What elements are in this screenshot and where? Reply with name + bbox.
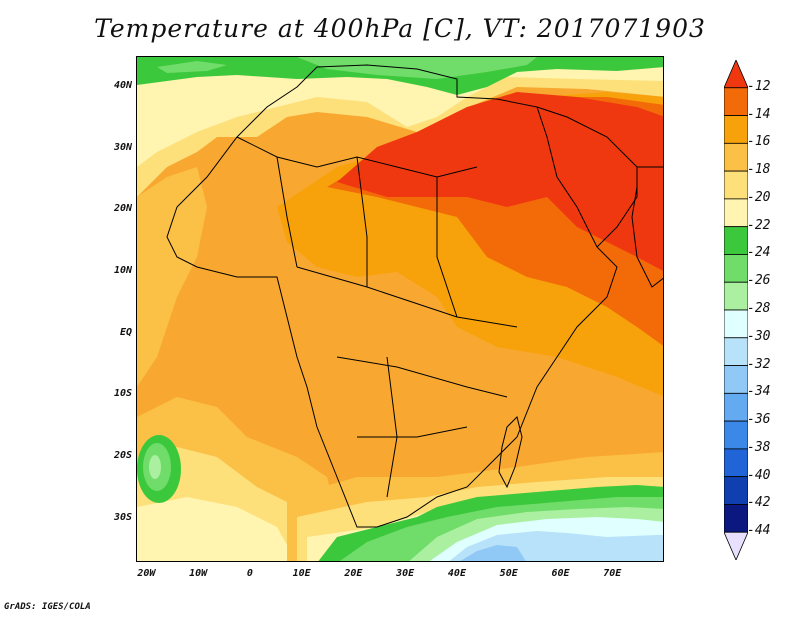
- lon-tick-label: 20E: [344, 568, 363, 579]
- colorbar-level-label: -34: [747, 384, 771, 400]
- lon-tick-label: 30E: [396, 568, 415, 579]
- madagascar-coastline: [498, 416, 523, 489]
- colorbar-level-label: -32: [747, 356, 771, 372]
- lon-tick-label: 70E: [603, 568, 622, 579]
- colorbar-level-label: -16: [747, 134, 771, 150]
- colorbar-swatch: [724, 337, 748, 366]
- region-minus12: [337, 92, 663, 271]
- temperature-contours: [137, 57, 663, 561]
- lat-tick-label: EQ: [119, 326, 132, 338]
- lon-tick-label: 50E: [499, 568, 518, 579]
- colorbar-level-label: -30: [747, 328, 771, 344]
- colorbar-swatch: [724, 281, 748, 311]
- lon-tick-label: 20W: [137, 568, 156, 579]
- band-minus34-south: [460, 545, 526, 561]
- footer-credit: GrADS: IGES/COLA: [4, 602, 91, 612]
- lat-tick-label: 40N: [113, 79, 132, 91]
- border-2: [276, 156, 298, 268]
- band-minus26-north: [297, 57, 537, 79]
- border-6: [336, 356, 508, 398]
- lat-tick-label: 20N: [113, 203, 132, 215]
- colorbar-level-label: -26: [747, 273, 771, 289]
- colorbar-level-label: -44: [747, 523, 771, 539]
- coastlines-and-borders: [166, 64, 663, 528]
- colorbar-swatch: [724, 254, 748, 283]
- colorbar-top-arrow: [724, 60, 748, 89]
- border-4: [436, 177, 458, 318]
- colorbar-level-label: -36: [747, 412, 771, 428]
- colorbar-level-label: -14: [747, 106, 771, 122]
- lat-tick-label: 30N: [113, 141, 132, 153]
- colorbar-swatch: [724, 365, 748, 394]
- africa-coastline: [166, 64, 618, 528]
- colorbar-swatch: [724, 420, 748, 450]
- lon-tick-label: 60E: [551, 568, 570, 579]
- colorbar-swatches: [724, 60, 748, 560]
- colorbar-level-label: -28: [747, 301, 771, 316]
- colorbar-swatch: [724, 170, 748, 200]
- colorbar-level-label: -22: [747, 217, 771, 233]
- colorbar-swatch: [724, 392, 748, 422]
- colorbar-swatch: [724, 198, 748, 228]
- colorbar-level-label: -20: [747, 189, 771, 205]
- colorbar-level-label: -12: [747, 78, 771, 94]
- colorbar-level-label: -42: [747, 495, 771, 511]
- chart-title: Temperature at 400hPa [C], VT: 201707190…: [94, 14, 706, 43]
- colorbar-swatch: [724, 448, 748, 478]
- colorbar-level-label: -24: [747, 245, 771, 261]
- colorbar-level-label: -38: [747, 439, 771, 455]
- lon-tick-label: 40E: [447, 568, 466, 579]
- border-3: [356, 156, 368, 287]
- border-8: [386, 356, 398, 498]
- region-minus18-west: [137, 167, 207, 387]
- colorbar-swatch: [724, 226, 748, 255]
- band-minus22-north: [137, 57, 663, 167]
- lat-tick-label: 30S: [113, 511, 132, 523]
- band-minus26-west: [157, 61, 227, 73]
- temperature-map: [137, 57, 663, 561]
- india-coastline: [631, 166, 663, 288]
- lat-tick-label: 20S: [113, 450, 132, 462]
- colorbar-bottom-arrow: [724, 531, 748, 560]
- lat-tick-label: 10S: [113, 388, 132, 400]
- border-5: [296, 266, 518, 328]
- colorbar-level-label: -18: [747, 162, 771, 178]
- colorbar-swatch: [724, 142, 748, 172]
- lon-tick-label: 0: [246, 568, 253, 579]
- colorbar-swatch: [724, 504, 748, 533]
- colorbar-swatch: [724, 476, 748, 505]
- colorbar: [724, 60, 748, 560]
- map-panel: [136, 56, 664, 562]
- lat-tick-label: 10N: [113, 264, 132, 276]
- border-7: [357, 426, 468, 438]
- lon-tick-label: 10W: [189, 568, 208, 579]
- lon-tick-label: 10E: [292, 568, 311, 579]
- colorbar-swatch: [724, 87, 748, 116]
- colorbar-level-label: -40: [747, 467, 771, 483]
- cold-spot-core: [149, 455, 161, 479]
- colorbar-swatch: [724, 309, 748, 339]
- region-minus22-sw: [137, 497, 296, 561]
- colorbar-swatch: [724, 115, 748, 144]
